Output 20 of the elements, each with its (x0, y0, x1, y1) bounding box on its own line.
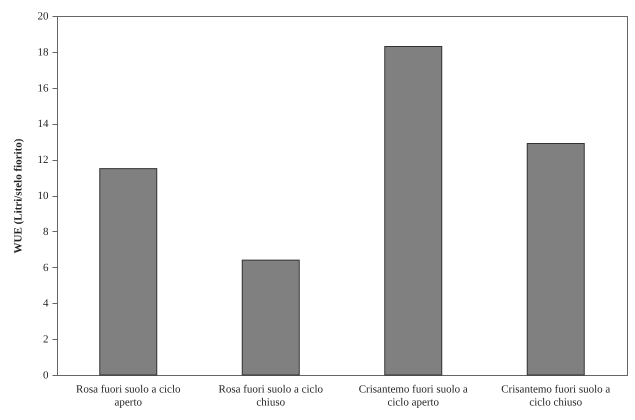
x-tick-label: Crisantemo fuori suolo a ciclo chiuso (501, 384, 610, 408)
bar (99, 168, 158, 376)
y-tick-label: 2 (43, 334, 48, 346)
y-tick-label: 12 (38, 154, 48, 166)
y-tick-label: 16 (38, 82, 49, 94)
y-tick-label: 20 (38, 10, 49, 22)
y-tick-label: 4 (43, 298, 49, 310)
y-tick-label: 10 (38, 190, 49, 202)
y-tick-label: 0 (43, 370, 49, 382)
bar (242, 260, 300, 376)
x-tick-label: Rosa fuori suolo a ciclo chiuso (218, 384, 324, 408)
y-tick-label: 18 (38, 46, 49, 58)
y-tick-label: 8 (43, 226, 49, 238)
bar (526, 142, 585, 376)
y-tick-label: 6 (43, 262, 49, 274)
x-tick-label: Crisantemo fuori suolo a ciclo aperto (358, 384, 468, 408)
y-axis-title: WUE (Litri/stelo fiorito) (12, 138, 24, 254)
bar (384, 46, 442, 376)
y-tick-label: 14 (38, 118, 49, 130)
x-tick-label: Rosa fuori suolo a ciclo aperto (76, 384, 181, 408)
